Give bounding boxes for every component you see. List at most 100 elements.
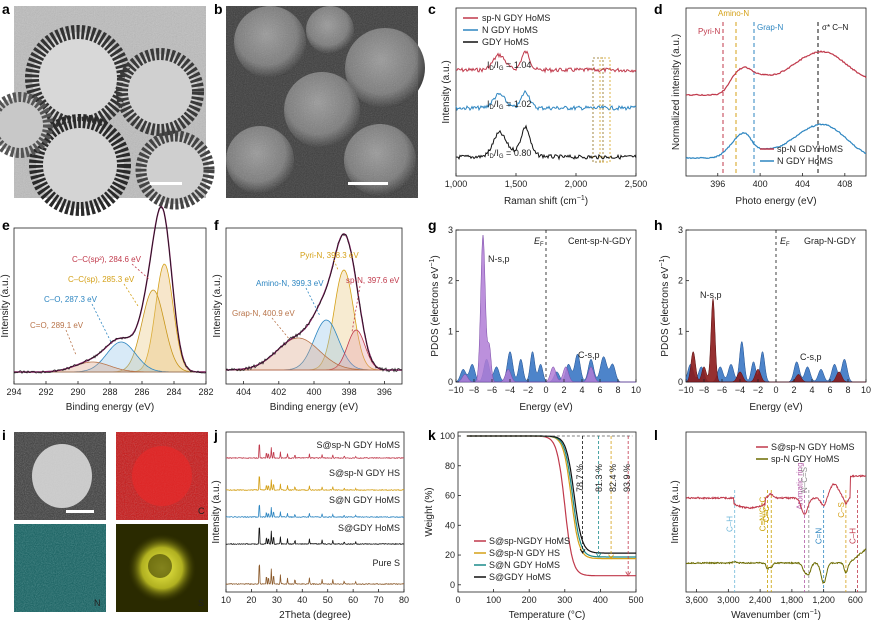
plot-frame-c <box>455 7 637 177</box>
h-xtick-2: −6 <box>717 385 727 395</box>
xrd-label-5: Pure S <box>372 558 400 568</box>
h-ytick-0: 3 <box>678 225 683 235</box>
pct-k-2: 81.3 % <box>594 464 604 492</box>
xticks-l: 3,600 3,000 2,400 1,800 1,200 600 <box>685 589 863 605</box>
panel-label-e: e <box>2 217 10 233</box>
xrd-label-4: S@GDY HoMS <box>338 523 400 533</box>
d-xtick-3: 408 <box>837 179 852 189</box>
f-xtick-2: 400 <box>306 387 321 397</box>
l-xtick-4: 1,200 <box>812 595 835 605</box>
k-ytick-1: 20 <box>445 550 455 560</box>
ef-g: EF <box>534 236 544 248</box>
ratio-c-3: ID/IG = 0.80 <box>487 148 531 160</box>
panel-label-a: a <box>2 1 10 17</box>
label-g-c: C-s,p <box>578 350 600 360</box>
eds-label-s: S <box>198 598 204 608</box>
e-xtick-0: 294 <box>6 387 21 397</box>
ftir-curve-1 <box>685 474 866 515</box>
xticks-j: 10 20 30 40 50 60 70 80 <box>221 589 409 605</box>
xrd-label-1: S@sp-N GDY HoMS <box>317 440 401 450</box>
ratio-c-2: ID/IG = 1.02 <box>487 99 531 111</box>
g-xtick-7: 4 <box>579 385 584 395</box>
j-xtick-2: 30 <box>272 595 282 605</box>
ftir-band-label-5: C=N <box>815 528 824 544</box>
g-ytick-0: 3 <box>448 225 453 235</box>
k-ytick-5: 100 <box>440 431 455 441</box>
xrd-curve-2 <box>225 476 405 492</box>
xticks-g: −10 −8 −6 −4 −2 0 2 4 6 8 10 <box>448 379 641 395</box>
plot-frame-j <box>225 431 405 593</box>
raman-curve-n <box>455 89 637 112</box>
label-sigma: σ* C–N <box>822 23 849 32</box>
g-xtick-0: −10 <box>448 385 463 395</box>
k-ytick-4: 80 <box>445 461 455 471</box>
panel-label-k: k <box>428 427 436 443</box>
ftir-band-label-7: C–H <box>849 528 858 544</box>
raman-curve-spn <box>455 50 637 74</box>
plot-frame-d <box>685 7 867 177</box>
ylabel-c: Intensity (a.u.) <box>441 60 452 123</box>
panel-label-g: g <box>428 217 437 233</box>
tem-image <box>0 6 215 216</box>
xlabel-d: Photo energy (eV) <box>735 196 816 207</box>
label-amino: Amino-N <box>718 9 749 18</box>
ylabel-d: Normalized intensity (a.u.) <box>671 34 682 150</box>
k-xtick-0: 0 <box>455 595 460 605</box>
l-xtick-0: 3,600 <box>685 595 708 605</box>
ylabel-l: Intensity (a.u.) <box>670 480 681 543</box>
pct-k-3: 82.4 % <box>608 464 618 492</box>
e-xtick-3: 288 <box>102 387 117 397</box>
e-xtick-4: 286 <box>134 387 149 397</box>
k-ytick-0: 0 <box>450 580 455 590</box>
legend-k-1: S@sp-NGDY HoMS <box>489 536 570 546</box>
ylabel-f: Intensity (a.u.) <box>212 274 223 337</box>
panel-e: e C–C(sp²), 284.6 eV C–C(sp), 285.3 eV C… <box>0 205 214 413</box>
eds-map-n: N <box>14 524 106 612</box>
panel-label-i: i <box>2 427 6 443</box>
e-xtick-1: 292 <box>38 387 53 397</box>
xticks-d: 396 400 404 408 <box>710 173 852 189</box>
g-ytick-2: 1 <box>448 326 453 336</box>
ftir-band-label-1: C≡N/C≡C <box>759 496 768 531</box>
c-xtick-1: 1,500 <box>505 179 528 189</box>
panel-label-j: j <box>213 427 218 443</box>
xticks-k: 0 100 200 300 400 500 <box>455 589 644 605</box>
d-xtick-2: 404 <box>795 179 810 189</box>
raman-legend: sp-N GDY HoMS N GDY HoMS GDY HoMS <box>463 13 550 47</box>
j-xtick-4: 50 <box>323 595 333 605</box>
g-xtick-4: −2 <box>523 385 533 395</box>
h-ytick-1: 2 <box>678 276 683 286</box>
xticks-f: 404 402 400 398 396 <box>236 381 392 397</box>
xlabel-l: Wavenumber (cm−1) <box>731 609 821 621</box>
g-xtick-3: −4 <box>505 385 515 395</box>
plot-frame-l <box>685 431 867 593</box>
xps-raw-e <box>13 206 207 375</box>
label-grap: Grap-N <box>757 23 783 32</box>
l-xtick-1: 3,000 <box>717 595 740 605</box>
panel-label-l: l <box>654 427 658 443</box>
g-xtick-8: 6 <box>597 385 602 395</box>
tga-arrow-2 <box>608 554 614 560</box>
label-h-n: N-s,p <box>700 290 722 300</box>
f-xtick-4: 396 <box>377 387 392 397</box>
j-xtick-7: 80 <box>399 595 409 605</box>
j-xtick-6: 70 <box>374 595 384 605</box>
xlabel-f: Binding energy (eV) <box>270 402 358 413</box>
legend-d-2: N GDY HoMS <box>777 156 833 166</box>
title-h: Grap-N-GDY <box>804 236 856 246</box>
h-xtick-10: 10 <box>861 385 871 395</box>
peak-e-1: C–C(sp²), 284.6 eV <box>72 255 142 264</box>
raman-box-2 <box>599 57 611 163</box>
nexafs-curve-spn <box>685 50 867 97</box>
panel-f: f Pyri-N, 398.3 eV Amino-N, 399.3 eV sp-… <box>212 217 403 413</box>
c-xtick-2: 2,000 <box>565 179 588 189</box>
h-xtick-9: 8 <box>845 385 850 395</box>
legend-c-2: N GDY HoMS <box>482 25 538 35</box>
label-h-c: C-s,p <box>800 352 822 362</box>
h-xtick-0: −10 <box>678 385 693 395</box>
c-xtick-3: 2,500 <box>625 179 648 189</box>
legend-k-4: S@GDY HoMS <box>489 572 551 582</box>
eds-label-n: N <box>94 598 101 608</box>
yticks-k: 0 20 40 60 80 100 <box>440 431 461 590</box>
